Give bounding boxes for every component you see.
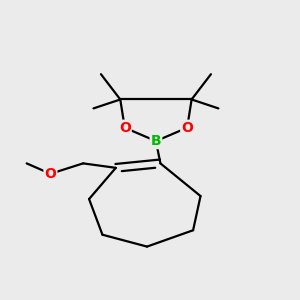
Text: O: O <box>181 121 193 135</box>
Text: B: B <box>151 134 161 148</box>
Text: O: O <box>119 121 131 135</box>
Text: O: O <box>44 167 56 181</box>
